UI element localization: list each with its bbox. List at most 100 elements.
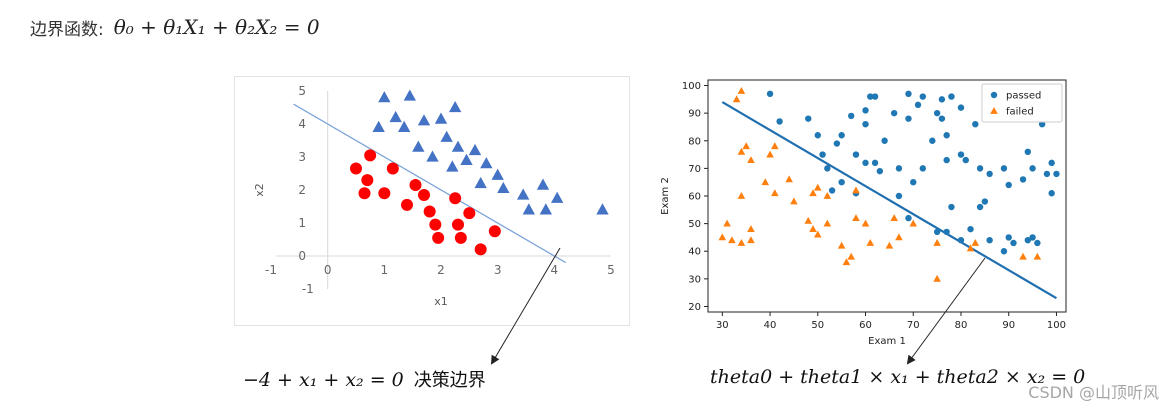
failed-point [737, 192, 746, 199]
csdn-watermark: CSDN @山顶听风 [1028, 383, 1159, 402]
failed-point [813, 230, 822, 238]
failed-point [971, 238, 980, 246]
positive-triangle-point [417, 114, 431, 126]
passed-point [848, 112, 855, 120]
positive-triangle-point [522, 203, 536, 215]
failed-point [718, 233, 727, 241]
passed-point [1053, 170, 1060, 178]
failed-point [809, 225, 817, 233]
passed-point [1038, 120, 1046, 128]
passed-point [933, 228, 941, 236]
passed-point [1010, 239, 1017, 247]
failed-point [823, 219, 832, 227]
passed-point [1000, 165, 1008, 172]
failed-point [895, 233, 903, 241]
passed-point [1048, 190, 1055, 197]
passed-point [867, 93, 874, 100]
positive-triangle-point [403, 89, 417, 101]
passed-point [938, 115, 946, 122]
positive-triangle-point [460, 153, 473, 165]
failed-point [1033, 252, 1042, 260]
left-caption-formula: −4 + x₁ + x₂ = 0 [243, 369, 404, 391]
x-tick-label: 1 [381, 263, 389, 277]
legend-failed-marker [990, 107, 998, 114]
left-chart-panel: -1 0 1 2 3 4 5 0 1 2 3 4 5 -1 x1 x2 [234, 76, 630, 326]
passed-point [967, 225, 974, 233]
right-caption-formula: theta0 + theta1 × x₁ + theta2 × x₂ = 0 [710, 366, 1086, 388]
positive-triangle-point [491, 168, 504, 180]
passed-point [905, 90, 912, 98]
y-tick-label: 2 [298, 183, 306, 197]
negative-circle-point [423, 205, 436, 218]
passed-point [1029, 165, 1036, 172]
failed-point [747, 225, 755, 233]
passed-point [871, 93, 879, 100]
failed-point [766, 150, 774, 158]
passed-point [881, 137, 888, 144]
positive-triangle-point [480, 157, 493, 169]
failed-point [747, 156, 755, 163]
passed-point [1024, 148, 1032, 156]
x-tick-label: 100 [1047, 320, 1066, 331]
failed-point [771, 189, 779, 197]
failed-point [842, 258, 851, 266]
passed-point [948, 203, 955, 211]
negative-circle-point [361, 174, 374, 187]
passed-point [766, 90, 774, 98]
passed-point [1005, 181, 1012, 189]
passed-point [862, 159, 869, 167]
passed-point [976, 165, 984, 172]
x-tick-label: 50 [811, 320, 824, 331]
passed-point [1029, 234, 1036, 241]
positive-triangle-point [446, 160, 459, 172]
failed-point [885, 241, 894, 249]
positive-triangle-point [536, 178, 550, 190]
right-boundary-caption: theta0 + theta1 × x₁ + theta2 × x₂ = 0 [710, 366, 1085, 388]
x-tick-label: 90 [1002, 320, 1015, 331]
passed-point [981, 198, 989, 205]
positive-triangle-point [440, 130, 453, 142]
negative-circle-point [454, 231, 467, 244]
failed-point [747, 236, 755, 244]
passed-point [776, 118, 783, 125]
failed-point [732, 95, 741, 103]
legend-failed-label: failed [1006, 107, 1034, 118]
negative-circle-point [452, 218, 464, 231]
passed-point [914, 101, 922, 109]
positive-triangle-point [397, 120, 411, 132]
passed-point [862, 107, 869, 114]
passed-point [824, 165, 831, 172]
failed-point [742, 142, 750, 150]
x-tick-label: 4 [551, 263, 559, 277]
failed-point [804, 216, 813, 224]
passed-point [986, 236, 993, 244]
x-tick-label: 2 [437, 263, 445, 277]
failed-point [790, 197, 798, 205]
right-scatter-chart: 30 40 50 60 70 80 90 100 20 30 40 50 60 70 80 90 100 Exam… [660, 79, 1067, 347]
y-tick-label: 100 [682, 81, 701, 92]
failed-point [1019, 252, 1027, 260]
x-tick-label: 60 [859, 320, 872, 331]
positive-triangle-point [596, 203, 609, 215]
passed-point [919, 93, 926, 100]
passed-point [871, 159, 879, 167]
heading-label: 边界函数: [30, 19, 104, 40]
passed-point [929, 137, 936, 144]
passed-point [948, 93, 955, 100]
passed-point [919, 165, 926, 172]
x-axis-label: x1 [434, 295, 448, 308]
failed-point [933, 238, 941, 246]
negative-circle-point [401, 198, 413, 211]
passed-point [833, 140, 841, 147]
failed-point [737, 147, 746, 155]
y-tick-label: 5 [298, 84, 306, 98]
passed-point [895, 165, 903, 172]
passed-point [943, 156, 950, 164]
legend-passed-label: passed [1006, 91, 1041, 102]
negative-circle-point [378, 187, 391, 200]
negative-circle-point [432, 231, 445, 244]
failed-point [966, 244, 975, 252]
y-tick-label: 3 [298, 150, 306, 164]
positive-triangle-point [474, 176, 487, 189]
y-tick-label: 4 [298, 117, 306, 131]
